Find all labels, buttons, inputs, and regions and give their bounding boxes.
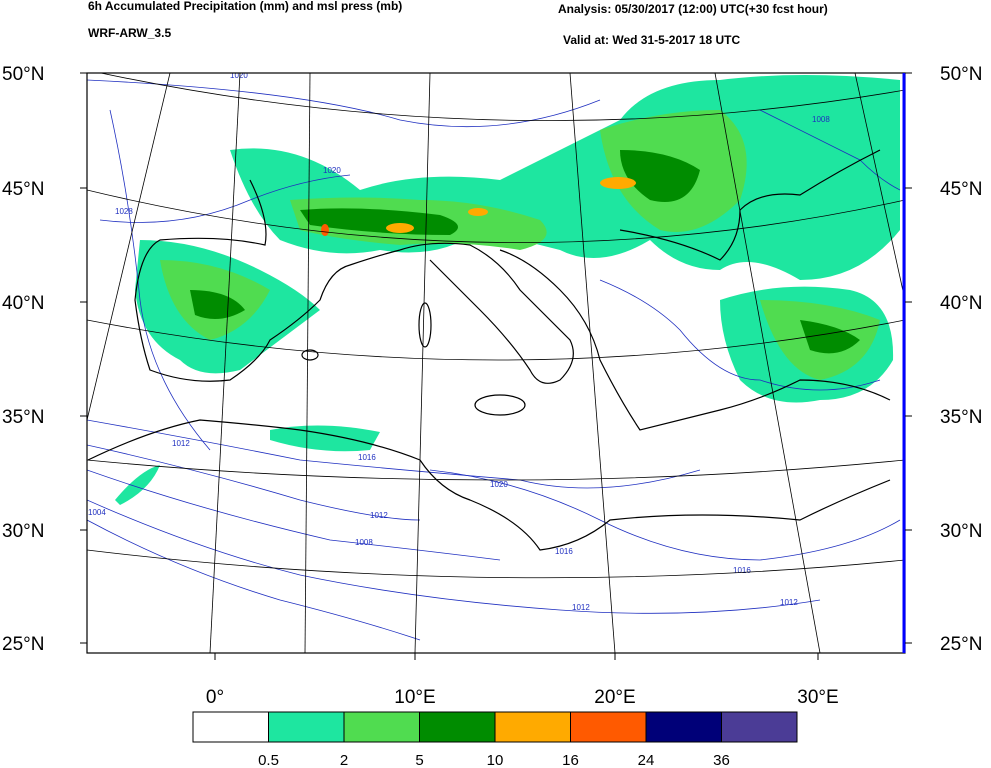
isobar-label: 1028 bbox=[115, 207, 133, 216]
lat-label: 30°N bbox=[2, 521, 44, 542]
colorbar-label: 2 bbox=[340, 752, 348, 768]
colorbar-swatch bbox=[570, 711, 647, 743]
title: 6h Accumulated Precipitation (mm) and ms… bbox=[88, 0, 402, 13]
precipitation bbox=[115, 75, 900, 505]
graticule bbox=[87, 73, 905, 653]
lon-label: 20°E bbox=[594, 687, 635, 708]
lat-label: 45°N bbox=[940, 179, 982, 200]
isobar-label: 1012 bbox=[572, 603, 590, 612]
colorbar-swatch bbox=[645, 711, 722, 743]
isobar-label: 1012 bbox=[370, 511, 388, 520]
isobar-label: 1008 bbox=[812, 115, 830, 124]
lon-label: 30°E bbox=[797, 687, 838, 708]
isobar-label: 1012 bbox=[172, 439, 190, 448]
lat-label: 50°N bbox=[2, 64, 44, 85]
map-area: 1020 1028 1020 1016 1012 1008 1004 1020 … bbox=[86, 71, 906, 654]
lat-label: 25°N bbox=[940, 634, 982, 655]
lon-label: 10°E bbox=[394, 687, 435, 708]
lat-label: 35°N bbox=[2, 407, 44, 428]
isobar-label: 1004 bbox=[88, 508, 106, 517]
lat-label: 25°N bbox=[2, 634, 44, 655]
isobar-label: 1016 bbox=[358, 453, 376, 462]
colorbar-label: 5 bbox=[415, 752, 423, 768]
colorbar-swatch bbox=[268, 711, 345, 743]
lat-label: 45°N bbox=[2, 179, 44, 200]
isobar-label: 1020 bbox=[230, 71, 248, 80]
isobar-label: 1020 bbox=[490, 480, 508, 489]
isobar-label: 1012 bbox=[780, 598, 798, 607]
axis-ticks: 50°N 50°N 45°N 45°N 40°N 40°N 35°N 35°N 30°N 30°N… bbox=[2, 64, 982, 708]
colorbar-label: 0.5 bbox=[258, 752, 279, 768]
isobar-label: 1016 bbox=[733, 566, 751, 575]
colorbar-swatch bbox=[192, 711, 269, 743]
analysis: Analysis: 05/30/2017 (12:00) UTC(+30 fcs… bbox=[558, 2, 828, 16]
lat-label: 40°N bbox=[940, 293, 982, 314]
isobars bbox=[87, 79, 901, 641]
coastlines bbox=[87, 149, 891, 551]
isobar-label: 1016 bbox=[555, 547, 573, 556]
isobar-label: 1008 bbox=[355, 538, 373, 547]
lat-label: 35°N bbox=[940, 407, 982, 428]
colorbar-label: 36 bbox=[713, 752, 730, 768]
colorbar-label: 10 bbox=[487, 752, 504, 768]
lat-label: 40°N bbox=[2, 293, 44, 314]
colorbar-swatch bbox=[494, 711, 571, 743]
valid-time: Valid at: Wed 31-5-2017 18 UTC bbox=[563, 33, 741, 47]
lat-label: 30°N bbox=[940, 521, 982, 542]
isobar-label: 1020 bbox=[323, 166, 341, 175]
colorbar-swatch bbox=[721, 711, 798, 743]
lon-label: 0° bbox=[206, 687, 224, 708]
colorbar-label: 24 bbox=[638, 752, 655, 768]
model: WRF-ARW_3.5 bbox=[88, 26, 171, 40]
colorbar-label: 16 bbox=[562, 752, 579, 768]
lat-label: 50°N bbox=[940, 64, 982, 85]
colorbar-swatch bbox=[419, 711, 496, 743]
colorbar: 0.5 2 5 10 16 24 36 bbox=[192, 711, 798, 768]
colorbar-swatch bbox=[343, 711, 420, 743]
